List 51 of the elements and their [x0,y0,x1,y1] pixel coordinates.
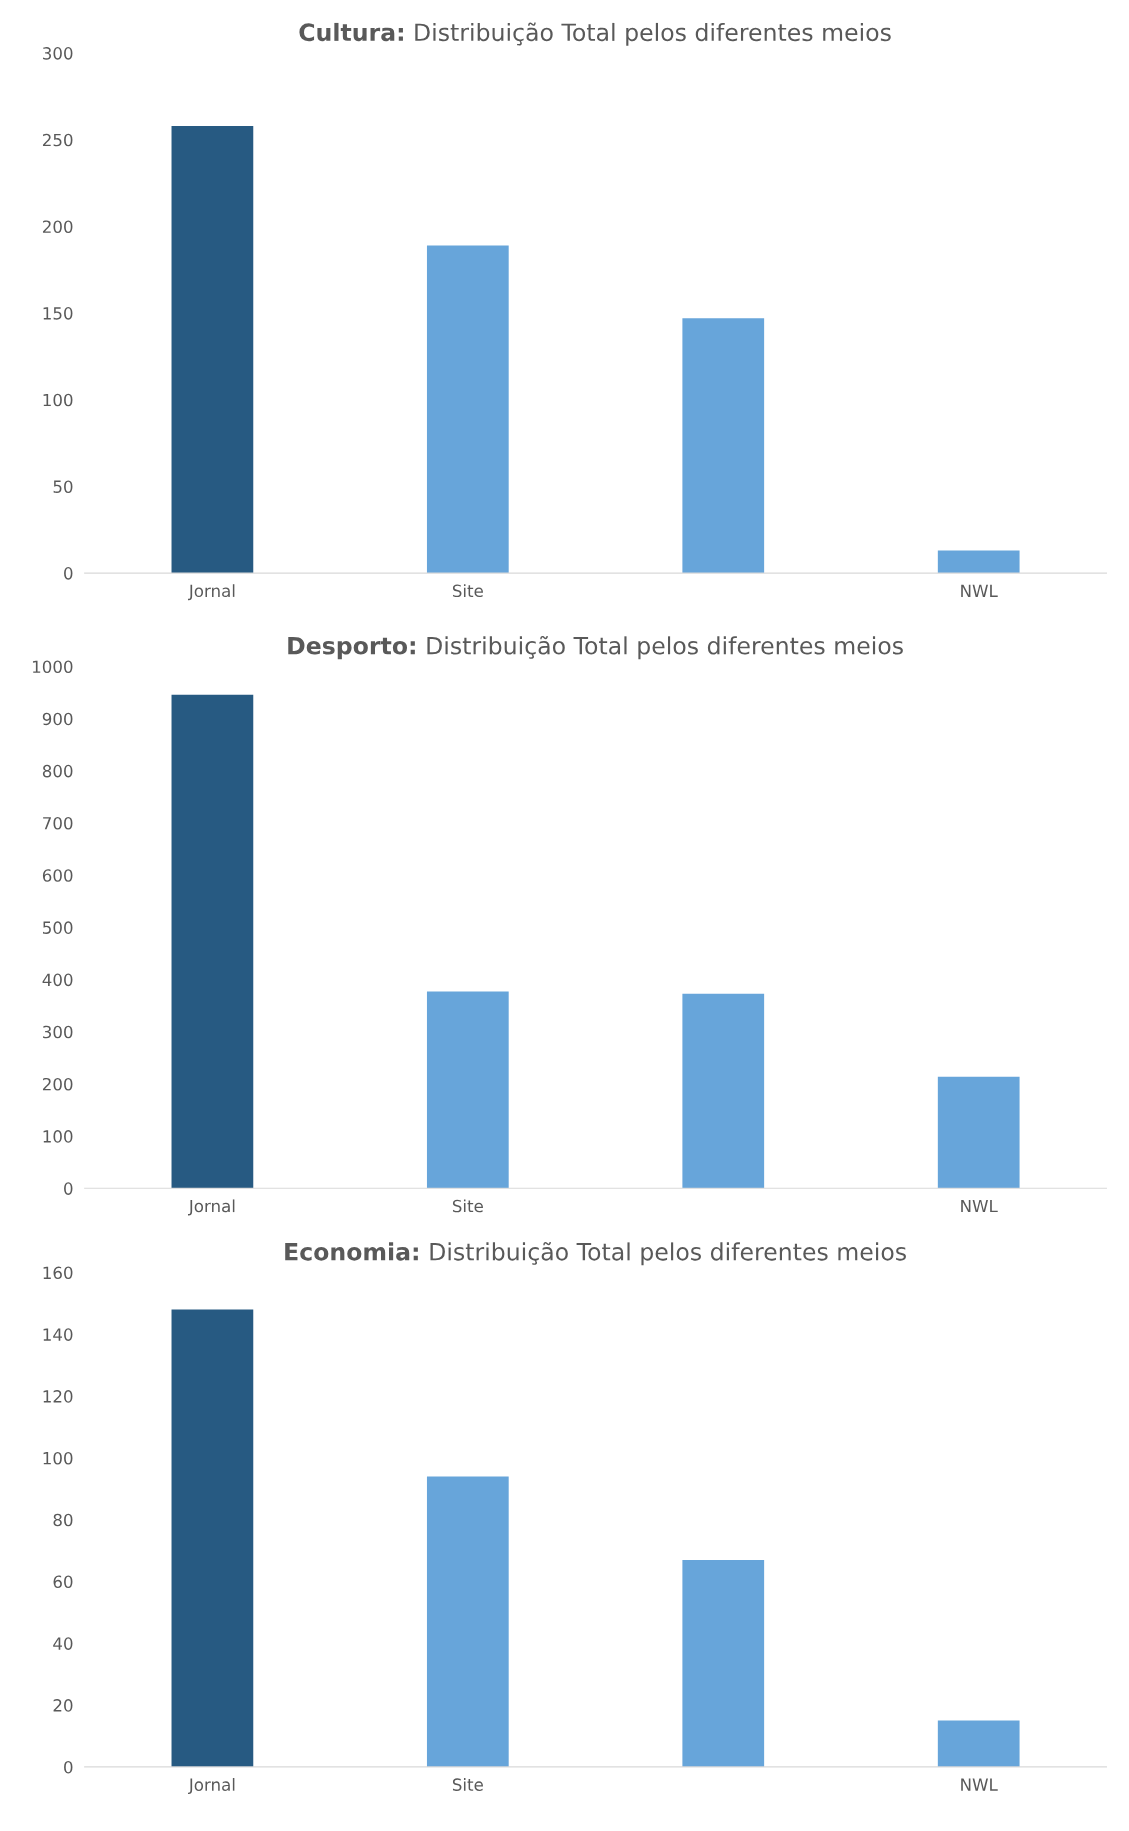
x-tick-label: Jornal [187,1199,235,1216]
y-tick-label: 50 [53,480,73,493]
y-tick-label: 100 [43,1130,73,1143]
y-tick-label: 300 [43,47,73,60]
x-tick-label: Site [452,1778,483,1791]
x-tick-label: Jornal [187,1778,235,1795]
bar [171,694,254,1189]
y-tick-label: 500 [43,921,73,934]
bar [937,1720,1020,1767]
y-tick-label: 80 [53,1513,73,1527]
y-tick-label: 700 [43,817,73,830]
y-tick-label: 120 [43,1390,73,1403]
chart-title: Cultura: Distribuição Total pelos diferentes meios [299,22,891,46]
y-tick-label: 40 [53,1637,73,1650]
y-tick-label: 600 [42,869,73,882]
bar [171,125,254,574]
y-tick-label: 1000 [32,660,73,674]
y-tick-label: 0 [64,1182,73,1195]
bar [426,1476,509,1767]
chart-title: Desporto: Distribuição Total pelos diferentes meios [288,635,903,660]
x-tick-label: Site [452,1199,483,1213]
bar [426,245,509,574]
chart-title: Economia: Distribuição Total pelos diferentes meios [285,1241,906,1266]
x-tick-label: NWL [961,1199,998,1213]
x-tick-label: Jornal [187,584,235,601]
bar [937,550,1020,574]
y-tick-label: 0 [64,1760,73,1774]
y-tick-label: 150 [43,307,73,320]
y-tick-label: 200 [42,220,73,233]
bar [682,1559,765,1767]
x-tick-label: NWL [961,1778,998,1791]
y-tick-label: 0 [64,567,73,580]
bar [682,318,765,574]
y-tick-label: 100 [43,1451,73,1465]
y-tick-label: 250 [42,133,73,147]
x-tick-label: NWL [961,584,998,597]
y-tick-label: 900 [42,712,73,726]
bar [426,991,509,1189]
y-tick-label: 20 [53,1699,73,1712]
y-tick-label: 100 [43,393,73,407]
y-tick-label: 140 [43,1328,73,1341]
y-tick-label: 160 [43,1266,73,1280]
bar [937,1076,1020,1189]
y-tick-label: 60 [53,1575,73,1589]
bar [682,993,765,1189]
y-tick-label: 400 [42,973,73,987]
y-tick-label: 300 [43,1025,73,1039]
y-tick-label: 200 [42,1077,73,1091]
bar [171,1309,254,1767]
y-tick-label: 800 [42,764,73,778]
x-tick-label: Site [452,584,483,598]
